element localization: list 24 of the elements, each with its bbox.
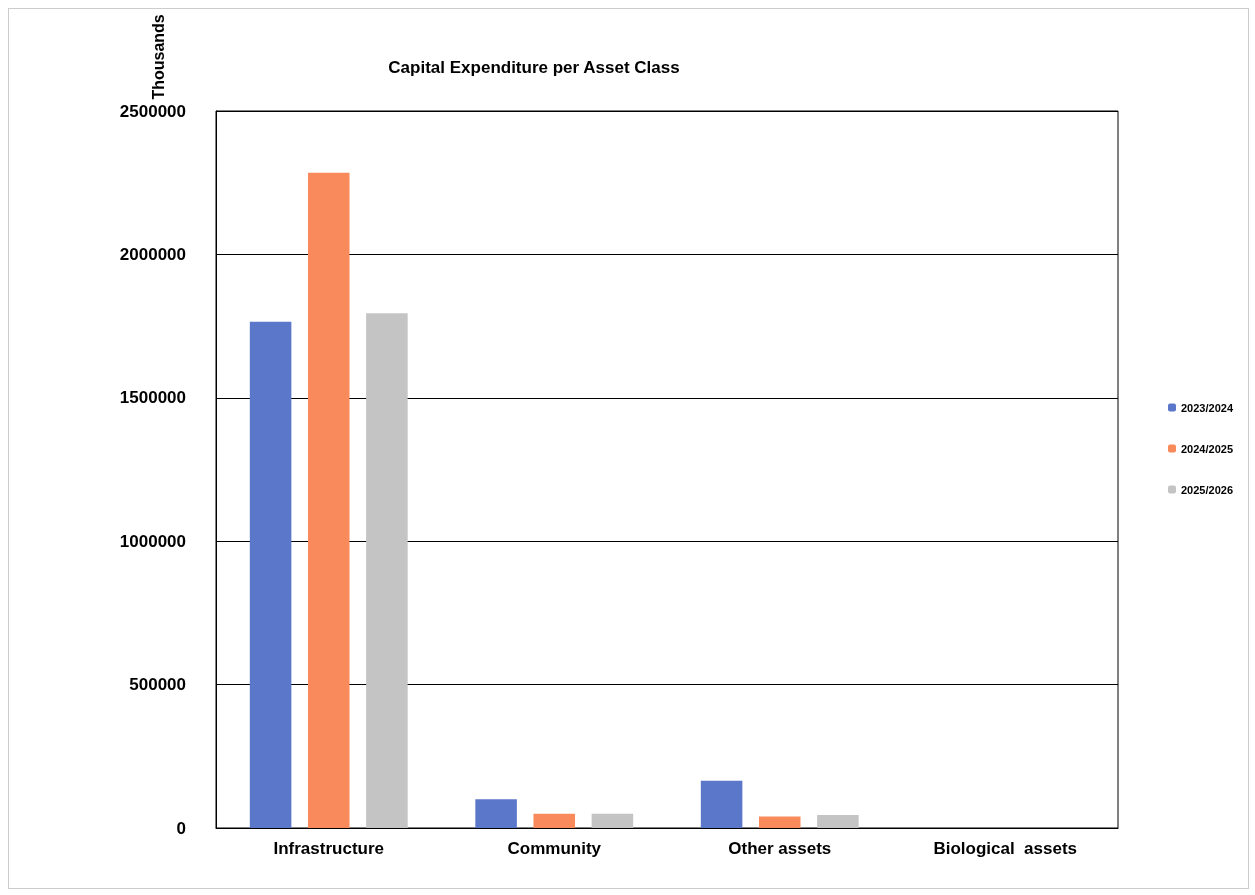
y-axis-title: Thousands xyxy=(149,14,167,100)
bar xyxy=(307,172,350,828)
y-tick-label: 0 xyxy=(176,818,186,838)
bar xyxy=(700,780,743,828)
y-tick-label: 2000000 xyxy=(119,244,186,264)
x-tick-label: Other assets xyxy=(728,839,832,858)
legend-label: 2024/2025 xyxy=(1181,442,1233,455)
y-tick-label: 1500000 xyxy=(119,388,186,408)
legend-label: 2025/2026 xyxy=(1181,483,1233,496)
bar xyxy=(758,816,801,828)
chart-title: Capital Expenditure per Asset Class xyxy=(388,58,680,77)
bar xyxy=(817,815,859,828)
bar xyxy=(591,813,634,828)
bar xyxy=(249,321,292,828)
x-tick-label: Community xyxy=(507,839,602,858)
bar xyxy=(475,799,517,828)
legend-label: 2023/2024 xyxy=(1181,401,1234,414)
x-tick-label: Biological assets xyxy=(933,839,1078,858)
y-tick-label: 2500000 xyxy=(119,101,186,121)
bar xyxy=(533,813,576,828)
x-tick-label: Infrastructure xyxy=(273,839,385,858)
y-tick-label: 500000 xyxy=(129,675,186,695)
bar xyxy=(366,313,408,828)
y-tick-label: 1000000 xyxy=(119,531,186,551)
